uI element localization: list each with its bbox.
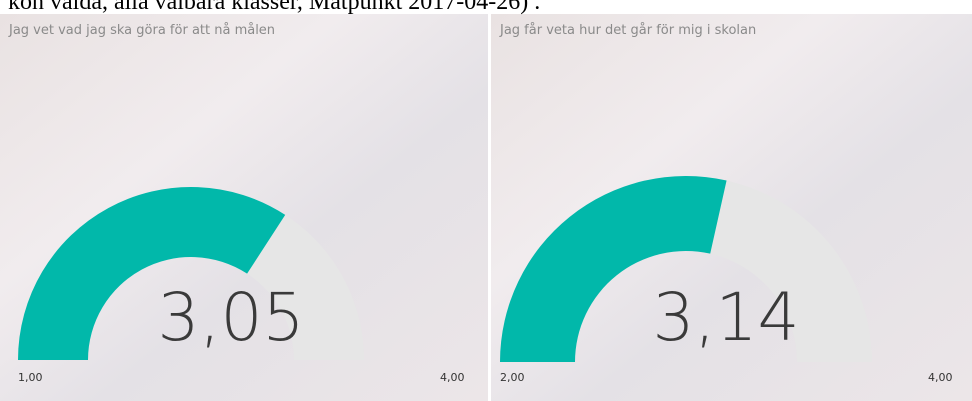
gauge-value-label: 3,05: [158, 279, 305, 356]
page: kön valda, alla valbara klasser, Mätpunk…: [0, 0, 972, 401]
gauge-range-label: 1,00: [18, 371, 43, 384]
caption: kön valda, alla valbara klasser, Mätpunk…: [8, 0, 540, 15]
gauge-title: Jag vet vad jag ska göra för att nå måle…: [8, 23, 275, 38]
gauge-range-label: 4,00: [440, 371, 465, 384]
gauge-value-label: 3,14: [653, 279, 800, 356]
gauge-range-label: 2,00: [500, 371, 525, 384]
gauge-range-label: 4,00: [928, 371, 953, 384]
gauge-title: Jag får veta hur det går för mig i skola…: [499, 23, 756, 38]
